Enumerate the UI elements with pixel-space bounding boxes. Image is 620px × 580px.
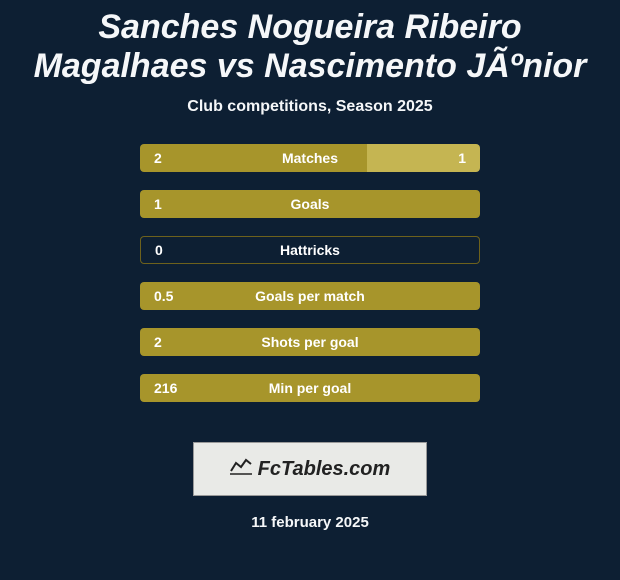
stat-row: Matches2 1 xyxy=(140,144,480,172)
stat-value-left: 2 xyxy=(154,150,162,166)
stat-bar: Hattricks0 xyxy=(140,236,480,264)
stats-list: Matches21Goals1Hattricks0Goals per match… xyxy=(140,144,480,420)
stat-label: Shots per goal xyxy=(140,334,480,350)
brand-box: FcTables.com xyxy=(193,442,428,496)
stat-row: Goals per match0.5 xyxy=(140,282,480,310)
comparison-card: Sanches Nogueira Ribeiro Magalhaes vs Na… xyxy=(0,0,620,580)
stat-bar: Matches2 1 xyxy=(140,144,480,172)
stat-label: Goals per match xyxy=(140,288,480,304)
stat-label: Min per goal xyxy=(140,380,480,396)
stat-bar: Shots per goal2 xyxy=(140,328,480,356)
stat-bar: Min per goal216 xyxy=(140,374,480,402)
stat-value-right: 1 xyxy=(458,150,466,166)
stat-bar: Goals1 xyxy=(140,190,480,218)
stat-row: Min per goal216 xyxy=(140,374,480,402)
stat-label: Hattricks xyxy=(141,242,479,258)
subtitle: Club competitions, Season 2025 xyxy=(187,98,432,116)
brand-label: FcTables.com xyxy=(258,458,391,481)
stat-value-left: 1 xyxy=(154,196,162,212)
stat-bar: Goals per match0.5 xyxy=(140,282,480,310)
chart-icon xyxy=(230,457,252,481)
stat-row: Shots per goal2 xyxy=(140,328,480,356)
stat-value-left: 216 xyxy=(154,380,177,396)
stat-value-left: 0 xyxy=(155,242,163,258)
page-title: Sanches Nogueira Ribeiro Magalhaes vs Na… xyxy=(0,0,620,86)
stat-value-left: 2 xyxy=(154,334,162,350)
footer-date: 11 february 2025 xyxy=(251,514,369,531)
stat-value-left: 0.5 xyxy=(154,288,173,304)
stat-row: Hattricks0 xyxy=(140,236,480,264)
stat-row: Goals1 xyxy=(140,190,480,218)
stat-label: Goals xyxy=(140,196,480,212)
stat-label: Matches xyxy=(140,150,480,166)
